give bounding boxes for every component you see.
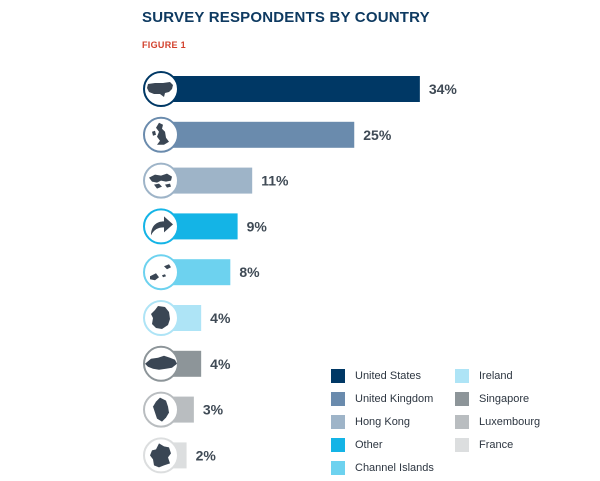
bar-value-label: 34% (429, 81, 458, 97)
legend-label: Ireland (479, 370, 513, 382)
legend-item: Luxembourg (455, 415, 540, 429)
bar (172, 259, 231, 286)
legend-label: Channel Islands (355, 462, 434, 474)
arrow-curved-icon (151, 216, 173, 236)
legend-label: United States (355, 370, 422, 382)
legend-item: United Kingdom (331, 392, 433, 406)
legend-item: Other (331, 438, 383, 452)
legend-swatch (455, 415, 469, 429)
bar-value-label: 3% (203, 402, 224, 418)
france-map-icon (150, 443, 171, 468)
legend-swatch (455, 369, 469, 383)
legend-label: Hong Kong (355, 416, 411, 428)
legend-item: Channel Islands (331, 461, 434, 475)
legend-item: France (455, 438, 513, 452)
legend-swatch (455, 438, 469, 452)
legend-item: Singapore (455, 392, 529, 406)
legend-swatch (331, 392, 345, 406)
bar (172, 76, 420, 102)
bar-value-label: 4% (210, 310, 231, 326)
legend-swatch (331, 461, 345, 475)
bar-row-hong-kong: 11% (143, 162, 289, 199)
uk-map-icon (152, 122, 169, 145)
bar-row-luxembourg: 3% (143, 391, 224, 428)
singapore-map-icon (145, 355, 177, 370)
legend-label: Other (355, 439, 383, 451)
bar-row-france: 2% (143, 437, 217, 474)
ireland-map-icon (151, 306, 170, 329)
legend-item: Ireland (455, 369, 513, 383)
bar-row-singapore: 4% (143, 345, 231, 382)
channel-islands-map-icon (150, 264, 171, 281)
legend-label: Luxembourg (479, 416, 541, 428)
legend-swatch (331, 438, 345, 452)
legend-label: Singapore (479, 393, 530, 405)
bar (172, 121, 355, 148)
legend-label: France (479, 439, 514, 451)
bar (172, 213, 238, 240)
chart-legend: United States United Kingdom Hong Kong Othe… (331, 369, 581, 479)
legend-swatch (331, 415, 345, 429)
bar-value-label: 9% (247, 218, 268, 234)
icon-circle (143, 254, 179, 291)
hong-kong-map-icon (149, 173, 172, 189)
legend-swatch (331, 369, 345, 383)
bar-value-label: 25% (363, 127, 392, 143)
chart-title: SURVEY RESPONDENTS BY COUNTRY (142, 9, 430, 26)
bar-value-label: 4% (210, 356, 231, 372)
legend-label: United Kingdom (355, 393, 434, 405)
bar-row-united-kingdom: 25% (143, 116, 392, 153)
bar-row-ireland: 4% (143, 300, 231, 336)
bar-row-united-states: 34% (143, 71, 458, 107)
bar-row-channel-islands: 8% (143, 254, 260, 291)
bar-row-other: 9% (143, 208, 268, 245)
legend-item: Hong Kong (331, 415, 410, 429)
bar-value-label: 2% (196, 447, 217, 463)
legend-item: United States (331, 369, 421, 383)
luxembourg-map-icon (153, 397, 169, 422)
usa-map-icon (147, 82, 173, 97)
figure-label: FIGURE 1 (142, 40, 186, 50)
bar-value-label: 8% (239, 264, 260, 280)
bar-value-label: 11% (261, 173, 289, 189)
bar (172, 167, 253, 194)
legend-swatch (455, 392, 469, 406)
